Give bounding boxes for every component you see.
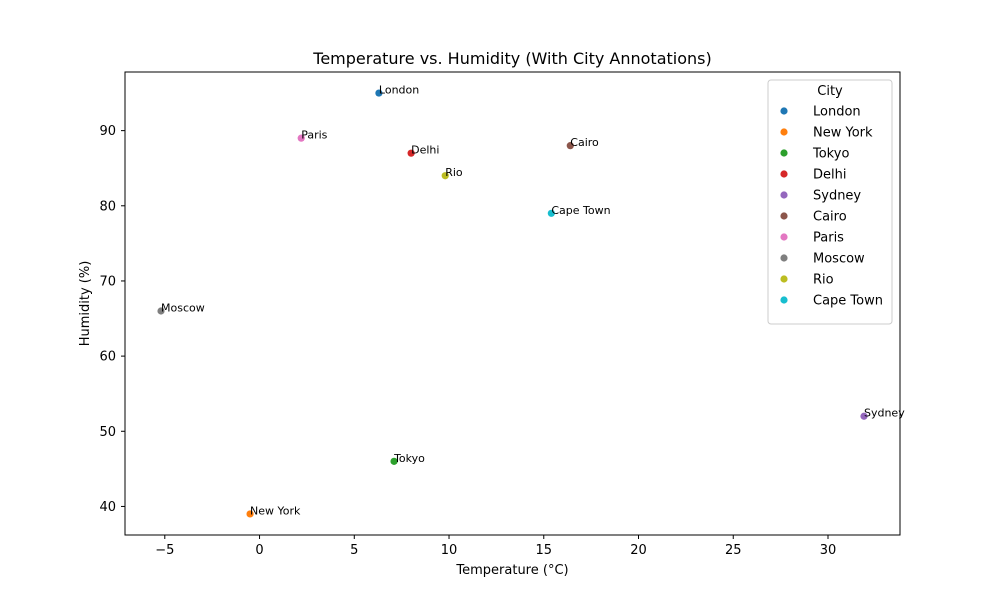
x-tick-label: 5 [350,543,358,558]
y-tick-label: 80 [99,199,116,214]
point-annotation: New York [250,504,301,517]
point-annotation: Cape Town [551,204,610,217]
chart-title: Temperature vs. Humidity (With City Anno… [312,49,711,68]
x-tick-label: 25 [725,543,742,558]
legend-entry: Delhi [813,168,846,183]
y-tick-label: 40 [99,500,116,515]
point-annotation: London [379,84,419,97]
legend: City London New York Tokyo Delhi Sydney Cairo P… [767,79,893,325]
legend-marker [780,212,788,220]
legend-marker [780,275,788,283]
legend-marker [780,191,788,199]
y-tick-label: 90 [99,124,116,139]
legend-entry: Rio [813,273,834,288]
data-point [246,510,254,518]
x-tick-label: 10 [441,543,458,558]
data-point [566,142,574,150]
point-annotation: Paris [301,129,327,142]
data-point [441,172,449,180]
point-annotation: Sydney [864,407,905,420]
x-tick-label: 15 [535,543,552,558]
legend-frame [767,79,893,325]
legend-marker [780,149,788,157]
point-annotation: Tokyo [393,452,425,465]
legend-entry: Cairo [813,210,847,225]
point-annotation: Cairo [570,136,599,149]
legend-marker [780,233,788,241]
legend-title: City [817,84,843,99]
data-point [390,457,398,465]
legend-marker [780,107,788,115]
point-annotation: Moscow [161,302,205,315]
legend-marker [780,128,788,136]
legend-entry: Sydney [813,189,861,204]
y-tick-label: 60 [99,350,116,365]
legend-marker [780,254,788,262]
legend-marker [780,170,788,178]
legend-entry: Paris [813,231,844,246]
x-tick-label: −5 [155,543,174,558]
data-point [157,307,165,315]
x-tick-label: 0 [255,543,263,558]
y-tick-label: 50 [99,425,116,440]
data-point [375,89,383,97]
legend-entry: Cape Town [813,294,883,309]
x-tick-label: 30 [820,543,837,558]
legend-entry: New York [813,126,873,141]
legend-marker [780,296,788,304]
data-point [297,134,305,142]
point-annotation: Delhi [411,144,439,157]
point-annotation: Rio [445,166,463,179]
legend-entry: Moscow [813,252,865,267]
plot-frame [124,71,901,536]
x-axis-label: Temperature (°C) [455,563,568,578]
legend-entry: London [813,105,861,120]
y-tick-label: 70 [99,274,116,289]
data-point [547,209,555,217]
x-tick-label: 20 [630,543,647,558]
data-point [407,149,415,157]
y-axis-label: Humidity (%) [78,261,93,347]
data-point [860,412,868,420]
legend-entry: Tokyo [812,147,849,162]
